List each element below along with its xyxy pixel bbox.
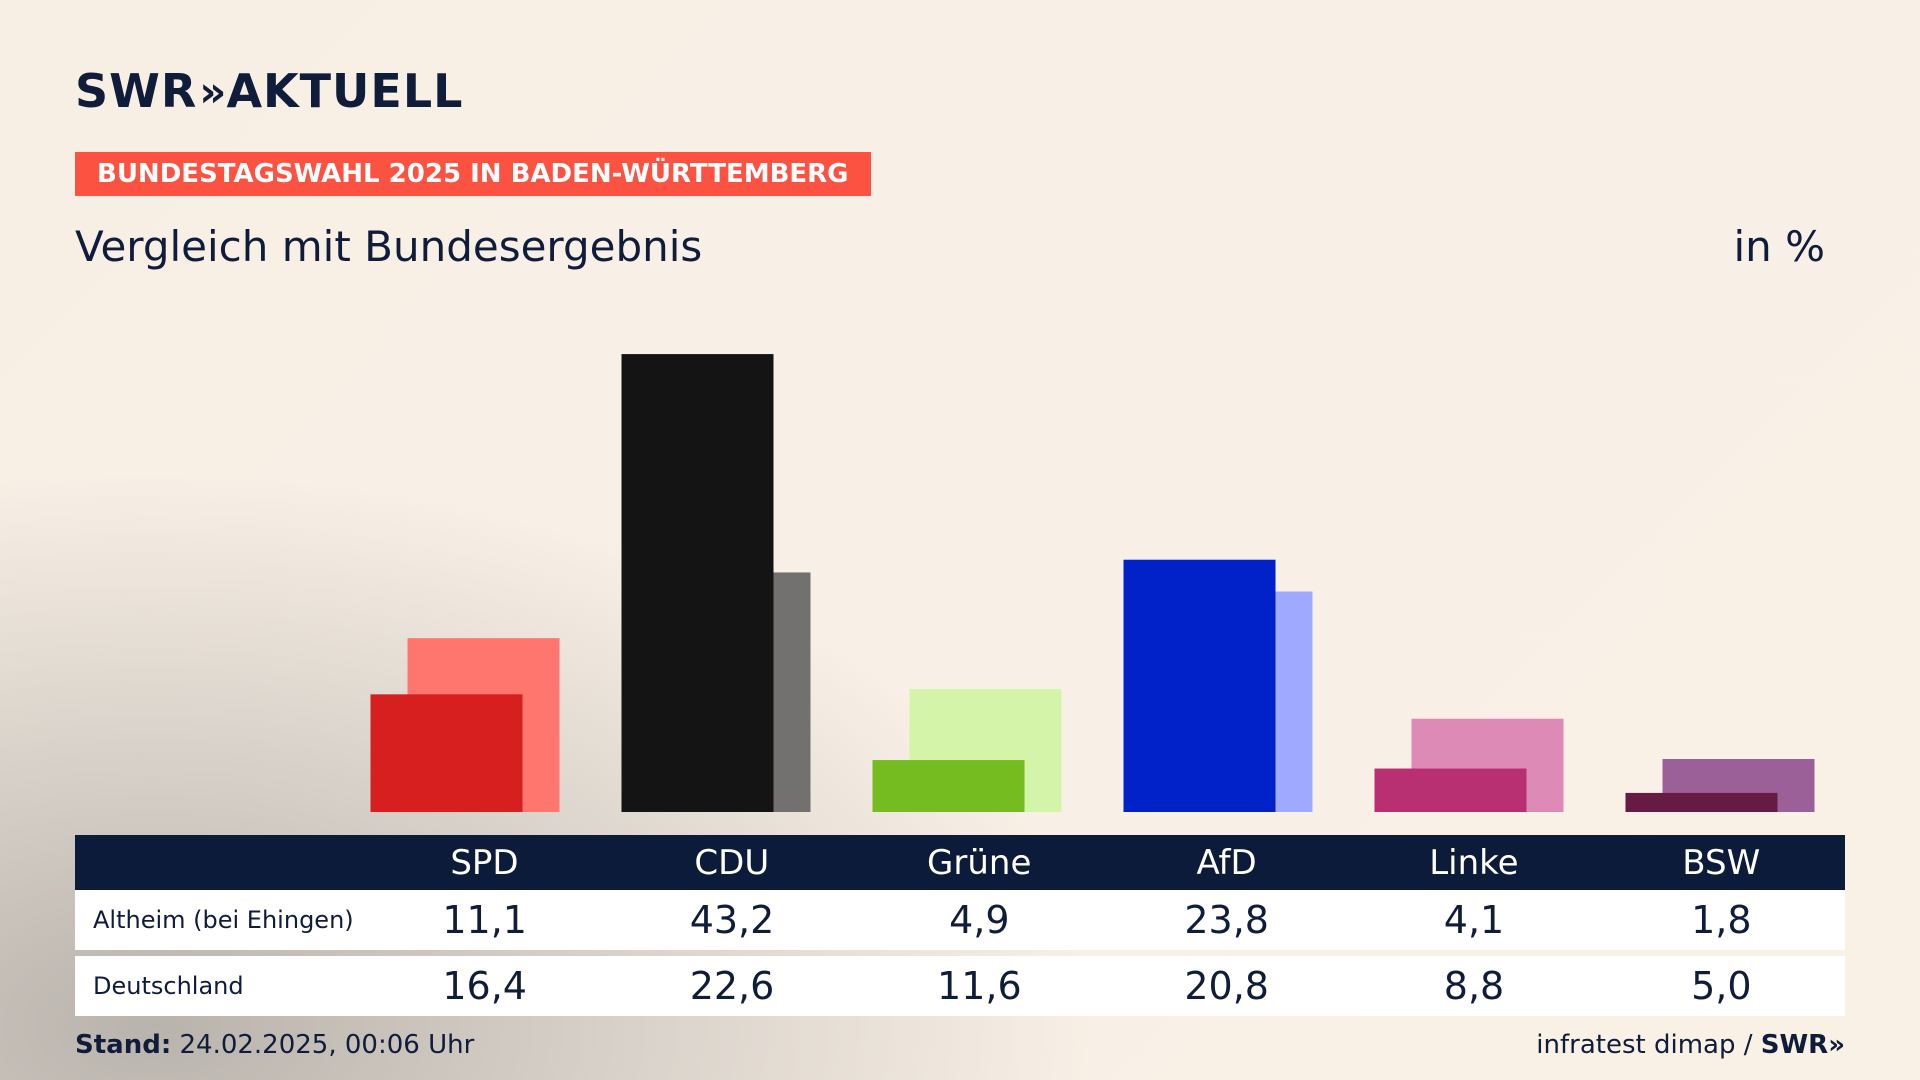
value-national-spd: 16,4 xyxy=(442,964,527,1008)
bar-local-afd xyxy=(1123,559,1276,812)
table-row-national: Deutschland 16,4 22,6 11,6 20,8 8,8 5,0 xyxy=(75,956,1845,1016)
party-header-afd: AfD xyxy=(1196,842,1257,883)
timestamp: Stand: 24.02.2025, 00:06 Uhr xyxy=(75,1030,474,1060)
party-header-cdu: CDU xyxy=(694,842,770,883)
value-national-afd: 20,8 xyxy=(1184,964,1269,1008)
swr-aktuell-logo: SWR » AKTUELL xyxy=(75,64,463,118)
table-row-local: Altheim (bei Ehingen) 11,1 43,2 4,9 23,8… xyxy=(75,890,1845,950)
election-badge: BUNDESTAGSWAHL 2025 IN BADEN-WÜRTTEMBERG xyxy=(75,152,871,196)
bar-local-bsw xyxy=(1625,792,1778,812)
stand-value: 24.02.2025, 00:06 Uhr xyxy=(179,1030,475,1060)
bar-local-spd xyxy=(370,694,523,812)
row-label-local: Altheim (bei Ehingen) xyxy=(93,906,354,934)
value-local-bsw: 1,8 xyxy=(1691,898,1752,942)
value-local-afd: 23,8 xyxy=(1184,898,1269,942)
value-local-linke: 4,1 xyxy=(1443,898,1505,942)
chart-title: Vergleich mit Bundesergebnis xyxy=(75,222,703,271)
source-text: infratest dimap / xyxy=(1536,1030,1753,1060)
value-national-linke: 8,8 xyxy=(1443,964,1505,1008)
table-header: SPD CDU Grüne AfD Linke BSW xyxy=(75,835,1845,890)
bar-local-linke xyxy=(1374,768,1527,812)
logo-aktuell-text: AKTUELL xyxy=(226,64,464,118)
value-local-spd: 11,1 xyxy=(442,898,527,942)
unit-label: in % xyxy=(1733,222,1825,271)
bar-chart xyxy=(370,354,1815,812)
value-local-cdu: 43,2 xyxy=(689,898,775,942)
bar-local-cdu xyxy=(621,354,774,812)
value-local-gruene: 4,9 xyxy=(949,898,1010,942)
stand-label: Stand: xyxy=(75,1030,172,1060)
party-header-bsw: BSW xyxy=(1682,842,1761,883)
party-header-spd: SPD xyxy=(450,842,519,883)
bar-local-gruene xyxy=(872,760,1025,812)
row-label-national: Deutschland xyxy=(93,972,244,1000)
party-header-gruene: Grüne xyxy=(927,842,1032,883)
logo-swr-text: SWR xyxy=(75,64,198,118)
value-national-bsw: 5,0 xyxy=(1691,964,1752,1008)
party-header-linke: Linke xyxy=(1429,842,1519,883)
value-national-cdu: 22,6 xyxy=(689,964,775,1008)
value-national-gruene: 11,6 xyxy=(937,964,1022,1008)
results-table: SPD CDU Grüne AfD Linke BSW Altheim (bei… xyxy=(75,835,1845,1016)
swr-small-logo: SWR» xyxy=(1760,1030,1845,1060)
source-credit: infratest dimap / SWR» xyxy=(1536,1030,1845,1060)
